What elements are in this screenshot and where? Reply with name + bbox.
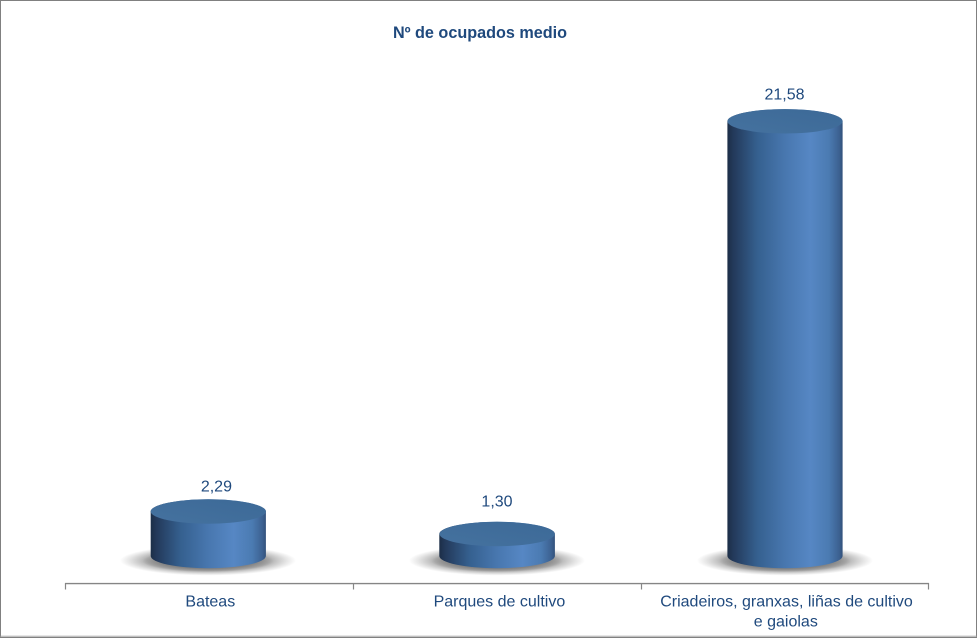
svg-text:e gaiolas: e gaiolas [754, 613, 818, 630]
svg-text:21,58: 21,58 [764, 86, 804, 103]
svg-text:Criadeiros, granxas, liñas de: Criadeiros, granxas, liñas de cultivo [660, 593, 913, 610]
svg-text:Bateas: Bateas [185, 593, 235, 610]
svg-text:Parques de cultivo: Parques de cultivo [434, 593, 566, 610]
svg-text:Nº de ocupados medio: Nº de ocupados medio [393, 24, 567, 42]
svg-text:2,29: 2,29 [201, 479, 232, 496]
svg-text:1,30: 1,30 [481, 493, 512, 510]
